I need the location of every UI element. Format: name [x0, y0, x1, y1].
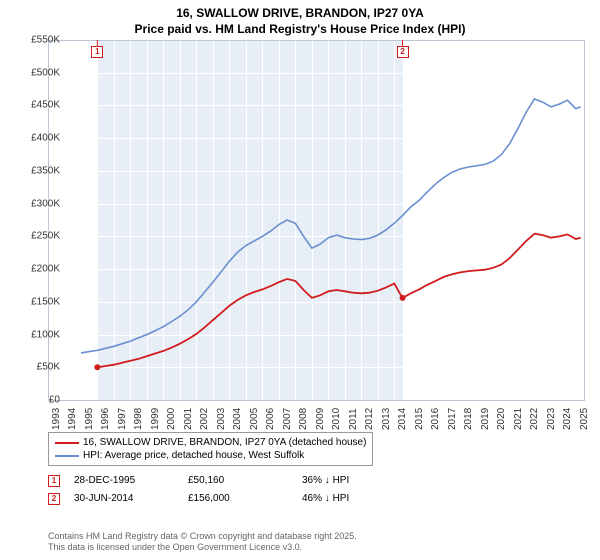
legend-item: 16, SWALLOW DRIVE, BRANDON, IP27 0YA (de…: [55, 436, 366, 449]
x-axis-label: 1993: [51, 408, 62, 430]
plot-area: 12: [48, 40, 584, 400]
legend-label: HPI: Average price, detached house, West…: [83, 449, 304, 462]
x-axis-label: 2015: [414, 408, 425, 430]
y-axis-label: £300K: [16, 198, 60, 209]
y-axis-label: £100K: [16, 329, 60, 340]
line-layer: [48, 40, 584, 400]
x-axis-label: 2020: [496, 408, 507, 430]
title-line-1: 16, SWALLOW DRIVE, BRANDON, IP27 0YA: [176, 6, 424, 20]
transaction-marker-dot: [400, 295, 406, 301]
x-axis-label: 2004: [232, 408, 243, 430]
series-hpi: [81, 99, 581, 353]
transaction-row-marker: 2: [48, 493, 60, 505]
x-axis-label: 2012: [364, 408, 375, 430]
x-axis-label: 1995: [84, 408, 95, 430]
x-axis-label: 2013: [381, 408, 392, 430]
x-axis-label: 2024: [562, 408, 573, 430]
transaction-row: 2 30-JUN-2014 £156,000 46% ↓ HPI: [48, 490, 422, 508]
transaction-row-marker: 1: [48, 475, 60, 487]
x-axis-label: 2018: [463, 408, 474, 430]
y-axis-label: £550K: [16, 35, 60, 46]
x-axis-label: 2017: [447, 408, 458, 430]
x-axis-label: 2008: [298, 408, 309, 430]
chart-title: 16, SWALLOW DRIVE, BRANDON, IP27 0YA Pri…: [0, 0, 600, 37]
x-axis-label: 1998: [133, 408, 144, 430]
legend-swatch: [55, 442, 79, 444]
series-price-paid: [97, 234, 580, 368]
y-axis-label: £250K: [16, 231, 60, 242]
transaction-pct-vs-hpi: 36% ↓ HPI: [302, 472, 422, 490]
x-axis-label: 2000: [166, 408, 177, 430]
transaction-date: 28-DEC-1995: [74, 472, 174, 490]
attribution: Contains HM Land Registry data © Crown c…: [48, 531, 357, 554]
x-axis-label: 2005: [249, 408, 260, 430]
y-axis-label: £50K: [16, 362, 60, 373]
transaction-price: £156,000: [188, 490, 288, 508]
x-axis-label: 1994: [67, 408, 78, 430]
attribution-line-2: This data is licensed under the Open Gov…: [48, 542, 302, 552]
x-axis-label: 2001: [183, 408, 194, 430]
x-axis-label: 2010: [331, 408, 342, 430]
x-axis-label: 2006: [265, 408, 276, 430]
chart-container: 16, SWALLOW DRIVE, BRANDON, IP27 0YA Pri…: [0, 0, 600, 560]
x-axis-label: 1996: [100, 408, 111, 430]
y-axis-label: £0: [16, 395, 60, 406]
x-axis-label: 2021: [513, 408, 524, 430]
x-axis-label: 2011: [348, 408, 359, 430]
x-axis-label: 2022: [529, 408, 540, 430]
x-axis-label: 2025: [579, 408, 590, 430]
x-axis-label: 2023: [546, 408, 557, 430]
legend-swatch: [55, 455, 79, 457]
transaction-row: 1 28-DEC-1995 £50,160 36% ↓ HPI: [48, 472, 422, 490]
y-axis-label: £400K: [16, 133, 60, 144]
y-axis-label: £500K: [16, 67, 60, 78]
transaction-marker-dot: [94, 364, 100, 370]
x-axis-label: 2019: [480, 408, 491, 430]
x-axis-label: 2007: [282, 408, 293, 430]
transaction-price: £50,160: [188, 472, 288, 490]
transaction-pct-vs-hpi: 46% ↓ HPI: [302, 490, 422, 508]
transaction-date: 30-JUN-2014: [74, 490, 174, 508]
legend-label: 16, SWALLOW DRIVE, BRANDON, IP27 0YA (de…: [83, 436, 366, 449]
y-axis-label: £150K: [16, 296, 60, 307]
transaction-marker-1: 1: [91, 46, 103, 58]
x-axis-label: 2016: [430, 408, 441, 430]
legend-item: HPI: Average price, detached house, West…: [55, 449, 366, 462]
y-axis-label: £450K: [16, 100, 60, 111]
x-axis-label: 2014: [397, 408, 408, 430]
x-axis-label: 2009: [315, 408, 326, 430]
y-axis-label: £200K: [16, 264, 60, 275]
transaction-marker-2: 2: [397, 46, 409, 58]
x-axis-label: 2002: [199, 408, 210, 430]
y-axis-label: £350K: [16, 165, 60, 176]
title-line-2: Price paid vs. HM Land Registry's House …: [135, 22, 466, 36]
x-axis-label: 1999: [150, 408, 161, 430]
x-axis-label: 2003: [216, 408, 227, 430]
x-axis-label: 1997: [117, 408, 128, 430]
attribution-line-1: Contains HM Land Registry data © Crown c…: [48, 531, 357, 541]
legend: 16, SWALLOW DRIVE, BRANDON, IP27 0YA (de…: [48, 432, 373, 466]
transaction-table: 1 28-DEC-1995 £50,160 36% ↓ HPI 2 30-JUN-2014…: [48, 472, 422, 508]
